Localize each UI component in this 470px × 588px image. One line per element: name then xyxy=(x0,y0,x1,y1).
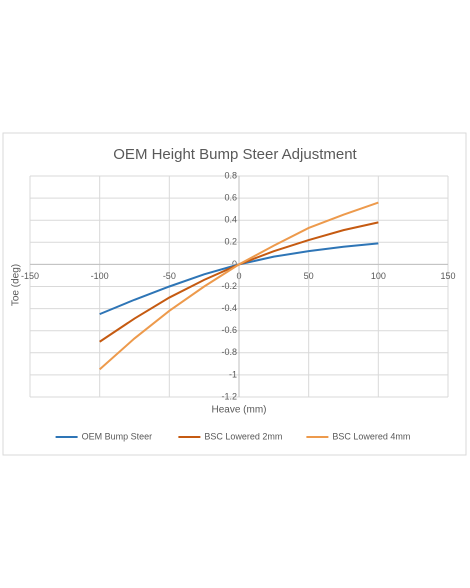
y-tick-label: 0.8 xyxy=(224,170,237,180)
y-tick-label: 0 xyxy=(232,259,237,269)
chart-frame xyxy=(2,132,467,456)
y-tick-label: -0.6 xyxy=(221,325,237,335)
y-tick-label: -1.2 xyxy=(221,391,237,401)
y-tick-label: 0.4 xyxy=(224,215,237,225)
y-tick-label: -1 xyxy=(229,369,237,379)
x-tick-label: -100 xyxy=(91,271,109,281)
series-line xyxy=(99,201,379,371)
x-tick-label: 150 xyxy=(440,271,455,281)
y-axis-title: Toe (deg) xyxy=(11,264,22,306)
legend-label: BSC Lowered 4mm xyxy=(332,431,410,441)
x-tick-label: -150 xyxy=(21,271,39,281)
x-tick-label: 50 xyxy=(304,271,314,281)
y-tick-label: -0.2 xyxy=(221,281,237,291)
chart-title: OEM Height Bump Steer Adjustment xyxy=(113,146,357,163)
x-axis-title: Heave (mm) xyxy=(211,405,266,416)
y-tick-label: -0.4 xyxy=(221,303,237,313)
legend-label: BSC Lowered 2mm xyxy=(204,431,282,441)
x-tick-label: -50 xyxy=(163,271,176,281)
y-tick-label: 0.6 xyxy=(224,192,237,202)
legend-label: OEM Bump Steer xyxy=(82,431,153,441)
y-tick-label: -0.8 xyxy=(221,347,237,357)
x-tick-label: 100 xyxy=(371,271,386,281)
y-tick-label: 0.2 xyxy=(224,237,237,247)
